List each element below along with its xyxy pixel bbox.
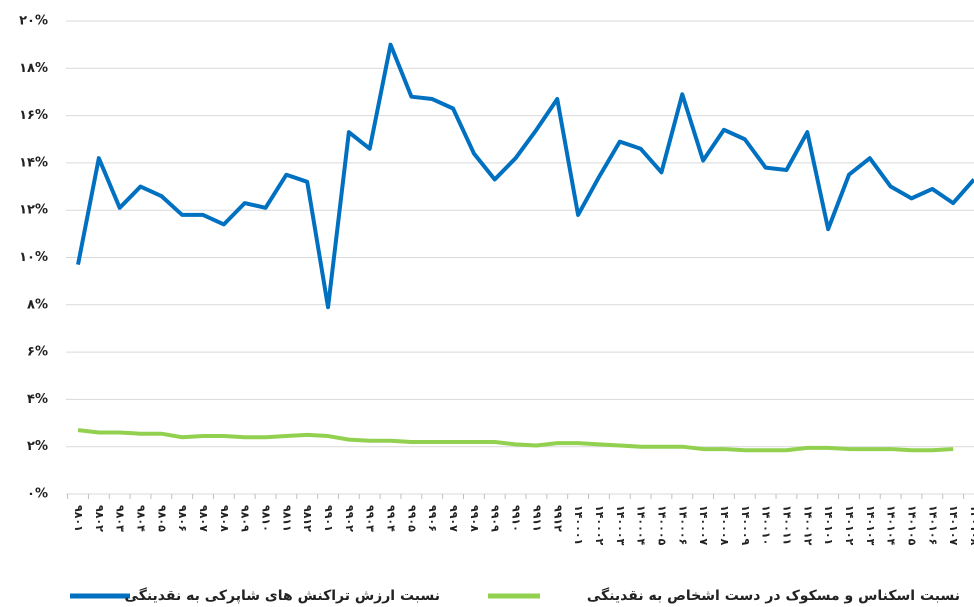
x-tick-label: ۹۸۰۳ [114, 505, 127, 532]
x-tick-label: ۹۸۰۲ [93, 505, 106, 532]
x-tick-label: ۹۸۰۷ [197, 505, 210, 532]
x-tick-label: ۹۸۱۰ [260, 505, 273, 532]
x-tick-label: ۹۹۰۶ [426, 505, 439, 532]
x-tick-label: ۱۴۰۰۰۲ [593, 505, 606, 546]
series-line [76, 42, 974, 310]
x-tick-label: ۹۹۰۲ [343, 505, 356, 532]
x-tick-label: ۱۴۰۰۱۰ [760, 505, 773, 545]
x-tick-label: ۱۴۰۰۰۵ [655, 505, 668, 546]
x-tick-label: ۹۹۱۲ [551, 505, 564, 532]
x-tick-label: ۹۹۰۱ [322, 505, 335, 532]
x-tick-label: ۹۸۱۱ [280, 505, 293, 532]
y-tick-label: ۱۶% [19, 108, 48, 123]
x-tick-label: ۹۹۰۳ [364, 505, 377, 532]
y-tick-label: ۲% [27, 439, 48, 454]
x-tick-label: ۹۸۰۸ [218, 505, 231, 532]
x-tick-label: ۱۴۰۱۰۵ [905, 505, 918, 546]
y-tick-label: ۱۰% [19, 250, 48, 265]
x-tick-label: ۱۴۰۱۰۴ [885, 505, 898, 546]
x-tick-label: ۹۸۰۱ [72, 505, 85, 532]
x-tick-label: ۱۴۰۱۰۸ [968, 505, 974, 546]
y-tick-label: ۱۸% [19, 61, 48, 76]
x-tick-label: ۱۴۰۱۰۶ [926, 505, 939, 545]
x-tick-label: ۹۹۰۵ [405, 505, 418, 532]
x-tick-label: ۱۴۰۰۱۲ [801, 505, 814, 546]
x-tick-label: ۹۹۰۴ [385, 505, 398, 532]
y-tick-label: ۰% [27, 487, 48, 502]
y-tick-label: ۸% [27, 297, 48, 312]
x-tick-label: ۹۸۱۲ [301, 505, 314, 532]
legend-label: نسبت ارزش تراکنش های شاپرکی به نقدینگی [125, 587, 440, 604]
x-tick-label: ۹۹۰۷ [447, 505, 460, 532]
y-tick-label: ۱۴% [19, 155, 48, 170]
y-tick-label: ۲۰% [19, 14, 48, 29]
x-tick-label: ۹۸۰۶ [176, 505, 189, 532]
y-tick-label: ۱۲% [19, 203, 48, 218]
x-tick-label: ۹۹۱۰ [510, 505, 523, 532]
x-tick-label: ۱۴۰۰۰۸ [718, 505, 731, 546]
x-tick-label: ۱۴۰۱۰۷ [947, 505, 960, 546]
x-tick-label: ۱۴۰۰۰۹ [739, 505, 752, 546]
y-tick-label: ۴% [27, 392, 48, 407]
x-tick-label: ۱۴۰۰۰۳ [614, 505, 627, 546]
x-tick-label: ۱۴۰۰۰۶ [676, 505, 689, 545]
x-tick-label: ۱۴۰۱۰۱ [822, 505, 835, 545]
x-tick-label: ۱۴۰۱۰۳ [864, 505, 877, 546]
x-tick-label: ۹۹۰۹ [489, 505, 502, 532]
series-line [77, 428, 954, 453]
x-tick-label: ۱۴۰۰۰۱ [572, 505, 585, 545]
x-tick-label: ۱۴۰۱۰۲ [843, 505, 856, 546]
x-tick-label: ۱۴۰۰۰۷ [697, 505, 710, 546]
x-tick-label: ۱۴۰۰۱۱ [780, 505, 793, 545]
legend-label: نسبت اسکناس و مسکوک در دست اشخاص به نقدی… [587, 587, 960, 604]
x-tick-label: ۹۸۰۹ [239, 505, 252, 532]
x-tick-label: ۹۸۰۴ [135, 505, 148, 532]
x-tick-label: ۹۹۰۸ [468, 505, 481, 532]
x-tick-label: ۹۸۰۵ [155, 505, 168, 532]
x-tick-label: ۱۴۰۰۰۴ [635, 505, 648, 546]
x-tick-label: ۹۹۱۱ [530, 505, 543, 532]
y-tick-label: ۶% [27, 345, 48, 360]
